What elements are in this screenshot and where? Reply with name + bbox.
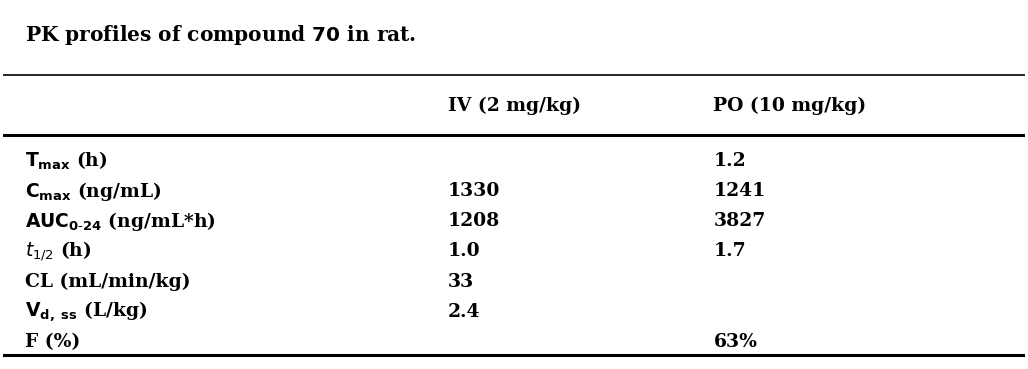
Text: 1.2: 1.2 xyxy=(713,152,746,170)
Text: $\mathbf{AUC}_{\mathbf{0\text{-}24}}$ (ng/mL*h): $\mathbf{AUC}_{\mathbf{0\text{-}24}}$ (n… xyxy=(26,210,216,233)
Text: PK profiles of compound $\mathbf{70}$ in rat.: PK profiles of compound $\mathbf{70}$ in… xyxy=(26,24,416,48)
Text: 1.0: 1.0 xyxy=(447,242,480,261)
Text: 3827: 3827 xyxy=(713,212,766,230)
Text: $\mathbf{C}_{\mathbf{max}}$ (ng/mL): $\mathbf{C}_{\mathbf{max}}$ (ng/mL) xyxy=(26,180,161,203)
Text: 1330: 1330 xyxy=(447,182,500,200)
Text: CL (mL/min/kg): CL (mL/min/kg) xyxy=(26,272,191,291)
Text: 33: 33 xyxy=(447,273,474,290)
Text: 1.7: 1.7 xyxy=(713,242,746,261)
Text: 1241: 1241 xyxy=(713,182,766,200)
Text: 2.4: 2.4 xyxy=(447,303,480,321)
Text: PO (10 mg/kg): PO (10 mg/kg) xyxy=(713,97,867,115)
Text: IV (2 mg/kg): IV (2 mg/kg) xyxy=(447,97,581,115)
Text: 1208: 1208 xyxy=(447,212,500,230)
Text: $\mathbf{T}_{\mathbf{max}}$ (h): $\mathbf{T}_{\mathbf{max}}$ (h) xyxy=(26,150,108,172)
Text: $\mathbf{V}_{\mathbf{d,\ ss}}$ (L/kg): $\mathbf{V}_{\mathbf{d,\ ss}}$ (L/kg) xyxy=(26,300,148,324)
Text: F (%): F (%) xyxy=(26,333,80,351)
Text: 63%: 63% xyxy=(713,333,758,351)
Text: $\mathit{t}_{1/2}$ (h): $\mathit{t}_{1/2}$ (h) xyxy=(26,239,91,263)
